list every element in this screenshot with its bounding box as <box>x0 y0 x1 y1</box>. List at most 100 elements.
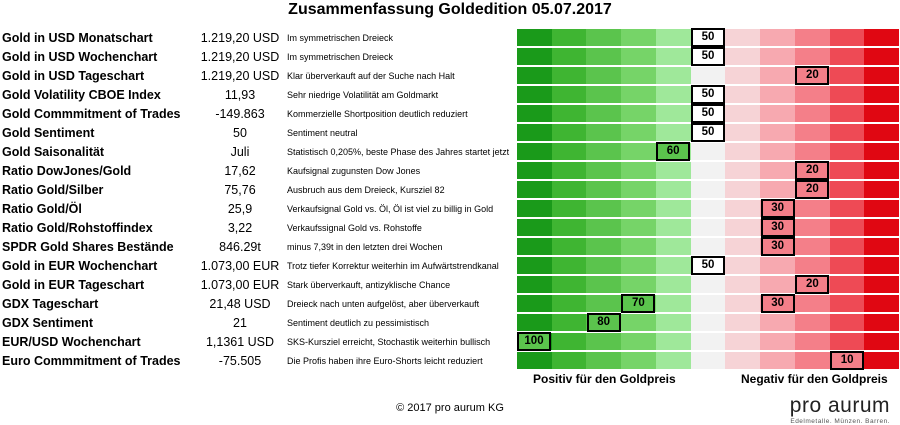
score-marker: 50 <box>691 123 725 142</box>
score-scale <box>517 333 900 350</box>
scale-segment <box>829 200 865 217</box>
scale-segment <box>517 352 552 369</box>
scale-segment <box>864 86 900 103</box>
row-label: Euro Commmitment of Trades <box>2 354 181 368</box>
row-label: GDX Tageschart <box>2 297 99 311</box>
scale-segment <box>586 181 622 198</box>
score-marker: 20 <box>795 275 830 294</box>
row-label: Ratio DowJones/Gold <box>2 164 132 178</box>
row-value: 3,22 <box>227 221 253 235</box>
row-comment: Im symmetrischen Dreieck <box>287 52 394 62</box>
score-scale <box>517 181 900 198</box>
scale-segment <box>551 48 587 65</box>
row-label: GDX Sentiment <box>2 316 93 330</box>
row-comment: Stark überverkauft, antizyklische Chance <box>287 280 451 290</box>
scale-segment <box>864 257 900 274</box>
scale-segment <box>864 143 900 160</box>
scale-segment <box>725 257 761 274</box>
row-value: 1,1361 USD <box>205 335 275 349</box>
logo-name: pro aurum <box>789 394 890 417</box>
score-marker: 50 <box>691 104 725 123</box>
row-label: Gold in USD Monatschart <box>2 31 153 45</box>
scale-segment <box>829 124 865 141</box>
scale-segment <box>725 295 761 312</box>
scale-segment <box>760 314 795 331</box>
scale-segment <box>517 48 552 65</box>
scale-segment <box>586 295 622 312</box>
row-value: 17,62 <box>224 164 256 178</box>
scale-segment <box>760 257 795 274</box>
scale-segment <box>655 219 691 236</box>
row-comment: Trotz tiefer Korrektur weiterhin im Aufw… <box>287 261 499 271</box>
scale-segment <box>655 295 691 312</box>
scale-segment <box>655 238 691 255</box>
score-scale <box>517 143 900 160</box>
score-scale <box>517 105 900 122</box>
row-value: 21,48 USD <box>209 297 271 311</box>
scale-segment <box>655 86 691 103</box>
score-marker: 20 <box>795 66 830 85</box>
scale-segment <box>586 352 622 369</box>
scale-segment <box>655 333 691 350</box>
scale-segment <box>864 29 900 46</box>
score-marker: 10 <box>830 351 865 370</box>
score-scale <box>517 314 900 331</box>
scale-segment <box>760 352 795 369</box>
scale-segment <box>586 29 622 46</box>
scale-segment <box>864 105 900 122</box>
scale-segment <box>725 67 761 84</box>
row-value: 1.219,20 USD <box>200 50 280 64</box>
scale-segment <box>829 162 865 179</box>
scale-segment <box>586 162 622 179</box>
score-marker: 50 <box>691 85 725 104</box>
row-comment: Dreieck nach unten aufgelöst, aber überv… <box>287 299 480 309</box>
scale-segment <box>794 333 830 350</box>
table-row: Gold in EUR Wochenchart 1.073,00 EUR Trotz… <box>0 256 900 276</box>
scale-segment <box>621 219 656 236</box>
copyright-footer: © 2017 pro aurum KG <box>396 402 504 414</box>
scale-segment <box>760 29 795 46</box>
scale-segment <box>551 67 587 84</box>
scale-segment <box>621 333 656 350</box>
table-row: Ratio Gold/Rohstoffindex 3,22 Verkaufssign… <box>0 218 900 238</box>
scale-segment <box>621 124 656 141</box>
score-marker: 30 <box>760 237 795 256</box>
scale-segment <box>794 314 830 331</box>
scale-segment <box>794 238 830 255</box>
scale-segment <box>829 67 865 84</box>
scale-segment <box>551 124 587 141</box>
table-row: Gold Commmitment of Trades -149.863 Kommer… <box>0 104 900 124</box>
scale-segment <box>864 352 900 369</box>
scale-segment <box>794 124 830 141</box>
row-comment: Kommerzielle Shortposition deutlich redu… <box>287 109 468 119</box>
scale-segment <box>760 48 795 65</box>
scale-segment <box>517 257 552 274</box>
scale-segment <box>551 86 587 103</box>
row-comment: Ausbruch aus dem Dreieck, Kursziel 82 <box>287 185 445 195</box>
scale-segment <box>864 200 900 217</box>
scale-segment <box>794 257 830 274</box>
scale-segment <box>517 143 552 160</box>
row-value: 846.29t <box>219 240 261 254</box>
scale-segment <box>551 257 587 274</box>
scale-segment <box>690 276 726 293</box>
chart-title: Zusammenfassung Goldedition 05.07.2017 <box>288 1 612 18</box>
scale-segment <box>690 181 726 198</box>
table-row: GDX Sentiment 21 Sentiment deutlich zu pes… <box>0 313 900 333</box>
score-scale <box>517 276 900 293</box>
scale-segment <box>517 181 552 198</box>
row-label: Gold Volatility CBOE Index <box>2 88 161 102</box>
row-value: 50 <box>233 126 247 140</box>
scale-segment <box>551 162 587 179</box>
scale-segment <box>864 314 900 331</box>
scale-segment <box>621 257 656 274</box>
scale-segment <box>621 67 656 84</box>
row-label: Ratio Gold/Silber <box>2 183 104 197</box>
scale-segment <box>794 295 830 312</box>
scale-segment <box>517 124 552 141</box>
scale-segment <box>794 200 830 217</box>
scale-segment <box>655 276 691 293</box>
scale-segment <box>864 238 900 255</box>
scale-segment <box>725 29 761 46</box>
row-label: Gold Saisonalität <box>2 145 105 159</box>
